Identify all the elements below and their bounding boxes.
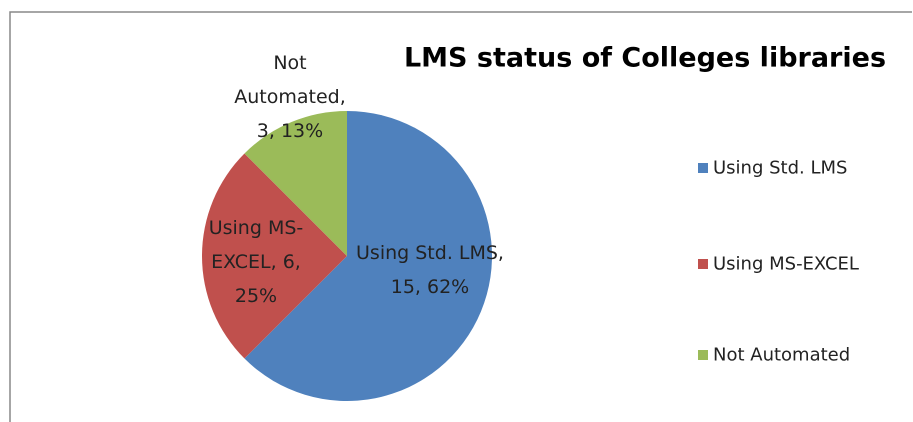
pie-slice — [244, 111, 492, 401]
chart-title: LMS status of Colleges libraries — [403, 42, 887, 74]
data-label: Not Automated, 3, 13% — [234, 52, 346, 142]
pie-slice — [201, 153, 347, 359]
legend-label: Using MS-EXCEL — [713, 253, 859, 275]
data-label: Using MS-EXCEL, 6, 25% — [208, 217, 304, 307]
legend-swatch — [698, 163, 708, 173]
legend-swatch — [698, 259, 708, 269]
frame — [9, 11, 912, 422]
legend-label: Not Automated — [713, 344, 851, 366]
legend-swatch — [698, 350, 708, 360]
pie-slice — [244, 111, 347, 256]
data-label: Using Std. LMS, 15, 62% — [356, 242, 504, 298]
legend-label: Using Std. LMS — [713, 157, 848, 179]
